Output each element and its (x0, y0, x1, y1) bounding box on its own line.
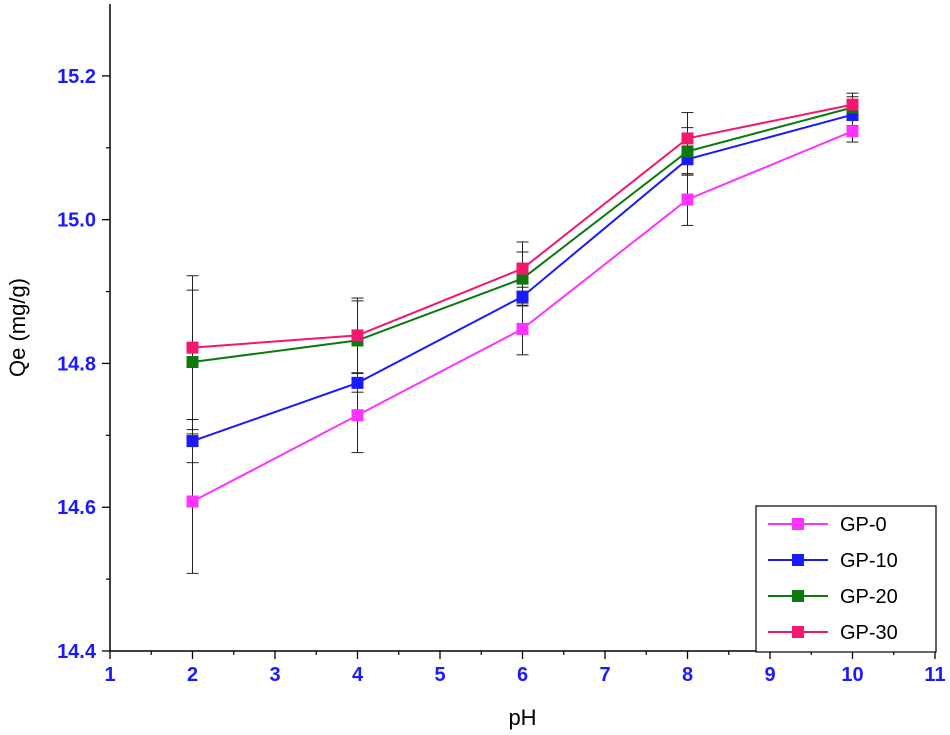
x-tick-label: 4 (352, 664, 364, 686)
x-axis-ticks: 1 2 3 4 5 6 7 8 9 10 11 (104, 651, 946, 686)
x-tick-label: 1 (104, 664, 115, 686)
x-tick-label: 3 (269, 664, 280, 686)
x-tick-label: 11 (924, 664, 945, 686)
data-point (186, 341, 199, 354)
y-tick-label: 14.4 (57, 641, 97, 663)
legend-item-gp-30: GP-30 (768, 622, 898, 644)
y-tick-label: 14.6 (57, 497, 96, 519)
y-tick-label: 14.8 (57, 353, 96, 375)
x-axis-label: pH (508, 705, 536, 730)
data-point (186, 495, 199, 508)
x-tick-label: 2 (187, 664, 198, 686)
data-point (846, 125, 859, 138)
legend-label: GP-0 (840, 514, 887, 536)
data-point (681, 145, 694, 158)
y-axis-label: Qe (mg/g) (5, 278, 30, 377)
x-tick-label: 9 (764, 664, 775, 686)
series-gp-0 (186, 125, 859, 508)
x-tick-label: 8 (682, 664, 693, 686)
series-layer (186, 92, 859, 574)
legend-box (755, 505, 937, 653)
y-tick-label: 15.0 (57, 210, 96, 232)
legend: GP-0 GP-10 GP-20 GP-30 (755, 505, 937, 653)
legend-item-gp-20: GP-20 (768, 586, 898, 608)
error-bars-gp-30 (186, 92, 859, 421)
legend-label: GP-10 (840, 550, 898, 572)
x-tick-label: 7 (599, 664, 610, 686)
x-tick-label: 5 (434, 664, 445, 686)
data-point (681, 132, 694, 145)
data-point (351, 376, 364, 389)
data-point (516, 290, 529, 303)
data-point (516, 262, 529, 275)
data-point (186, 435, 199, 448)
y-axis-ticks: 14.4 14.6 14.8 15.0 15.2 (57, 66, 110, 663)
series-gp-30 (186, 98, 859, 354)
data-point (351, 329, 364, 342)
data-point (681, 193, 694, 206)
data-point (846, 98, 859, 111)
legend-item-gp-10: GP-10 (768, 550, 898, 572)
legend-label: GP-20 (840, 586, 898, 608)
y-tick-label: 15.2 (57, 66, 96, 88)
legend-marker (792, 554, 804, 566)
data-point (186, 356, 199, 369)
legend-marker (792, 626, 804, 638)
legend-label: GP-30 (840, 622, 898, 644)
data-point (351, 409, 364, 422)
data-point (516, 272, 529, 285)
legend-item-gp-0: GP-0 (768, 514, 887, 536)
legend-marker (792, 590, 804, 602)
data-point (516, 322, 529, 335)
legend-marker (792, 518, 804, 530)
x-tick-label: 10 (841, 664, 863, 686)
x-tick-label: 6 (517, 664, 528, 686)
